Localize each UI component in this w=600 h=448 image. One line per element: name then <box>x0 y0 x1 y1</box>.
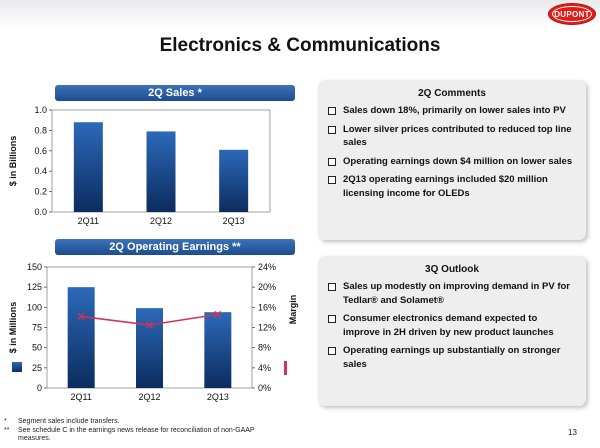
y-tick-label: 125 <box>27 282 42 292</box>
comments-panel: 2Q Comments Sales down 18%, primarily on… <box>318 80 586 240</box>
comment-text: Operating earnings down $4 million on lo… <box>343 155 573 167</box>
bar-2Q11 <box>73 122 103 212</box>
x-tick-label: 2Q13 <box>223 216 245 226</box>
sales-chart: 0.0 0.2 0.4 0.6 0.8 1.0 2Q11 2Q12 2Q13 $ in Billi… <box>8 105 271 226</box>
footnote-mark: * <box>4 418 7 425</box>
footnote-mark: ** <box>4 426 10 434</box>
outlook-item: Sales up modestly on improving demand in… <box>328 280 576 307</box>
margin-marker <box>146 321 153 329</box>
outlook-text: Consumer electronics demand expected to … <box>343 313 554 338</box>
outlook-panel: 3Q Outlook Sales up modestly on improvin… <box>318 256 586 406</box>
comment-item: 2Q13 operating earnings included $20 mil… <box>328 173 576 200</box>
comment-text: Sales down 18%, primarily on lower sales… <box>343 105 566 116</box>
y-tick-label: 0.0 <box>34 207 47 217</box>
y2-tick-label: 8% <box>258 343 271 353</box>
y-tick-label: 0.6 <box>34 146 47 156</box>
y-tick-label: 100 <box>27 302 42 312</box>
earnings-chart: 0 25 50 75 100 125 150 0% 4% 8% 12% 16% 20% 24% 2Q11 2Q… <box>8 262 298 402</box>
bar-2Q11 <box>67 287 95 388</box>
top-band <box>0 0 600 28</box>
x-tick-label: 2Q11 <box>70 392 91 402</box>
x-tick-label: 2Q12 <box>150 216 172 226</box>
outlook-item: Consumer electronics demand expected to … <box>328 312 576 339</box>
footnote: * Segment sales include transfers. <box>4 418 284 427</box>
x-tick-label: 2Q13 <box>207 392 229 402</box>
y-tick-label: 0.4 <box>34 166 47 176</box>
x-tick-label: 2Q12 <box>138 392 160 402</box>
y-tick-label: 0.2 <box>34 187 47 197</box>
y-tick-label: 75 <box>32 323 42 333</box>
y2-tick-label: 20% <box>258 282 276 292</box>
comments-title: 2Q Comments <box>418 88 486 99</box>
outlook-text: Operating earnings up substantially on s… <box>343 345 561 370</box>
checkbox-bullet-icon <box>328 347 336 356</box>
x-tick-label: 2Q11 <box>78 216 99 226</box>
y2-tick-label: 12% <box>258 323 276 333</box>
comment-text: 2Q13 operating earnings included $20 mil… <box>343 174 548 199</box>
bar-2Q12 <box>136 308 163 388</box>
y2-tick-label: 4% <box>258 363 271 373</box>
earnings-chart-header: 2Q Operating Earnings ** <box>55 239 295 255</box>
checkbox-bullet-icon <box>328 157 336 166</box>
margin-marker <box>214 310 222 318</box>
y2-tick-label: 24% <box>258 262 276 272</box>
y-tick-label: 1.0 <box>34 105 47 115</box>
comment-item: Operating earnings down $4 million on lo… <box>328 155 576 169</box>
y-tick-label: 0.8 <box>34 125 47 135</box>
comments-list: Sales down 18%, primarily on lower sales… <box>328 104 576 201</box>
outlook-list: Sales up modestly on improving demand in… <box>328 280 576 372</box>
sales-chart-header: 2Q Sales * <box>55 85 295 101</box>
page-number: 13 <box>568 428 577 437</box>
outlook-item: Operating earnings up substantially on s… <box>328 344 576 371</box>
footnotes: * Segment sales include transfers. ** Se… <box>4 418 284 444</box>
y2-tick-label: 0% <box>258 383 271 393</box>
comment-text: Lower silver prices contributed to reduc… <box>343 123 572 149</box>
bar-2Q13 <box>204 312 232 388</box>
y2-axis-label: Margin <box>288 295 298 325</box>
comment-item: Lower silver prices contributed to reduc… <box>328 123 576 150</box>
margin-marker <box>77 312 85 320</box>
comment-item: Sales down 18%, primarily on lower sales… <box>328 104 576 118</box>
checkbox-bullet-icon <box>328 176 336 185</box>
checkbox-bullet-icon <box>328 107 336 115</box>
legend-margin-swatch <box>284 361 287 375</box>
footnote-text: See schedule C in the earnings news rele… <box>18 426 255 443</box>
y2-tick-label: 16% <box>258 302 276 312</box>
checkbox-bullet-icon <box>328 125 336 134</box>
outlook-title: 3Q Outlook <box>425 264 479 275</box>
y-tick-label: 50 <box>32 343 42 353</box>
footnote-text: Segment sales include transfers. <box>18 418 120 425</box>
y-tick-label: 25 <box>32 363 42 373</box>
y-axis-label: $ in Billions <box>8 136 18 187</box>
page-title: Electronics & Communications <box>159 35 441 56</box>
outlook-text: Sales up modestly on improving demand in… <box>343 281 570 306</box>
bar-2Q12 <box>146 131 176 212</box>
y-tick-label: 0 <box>37 383 42 393</box>
logo-text: DUPONT <box>552 6 592 22</box>
legend-sales-swatch <box>12 362 22 372</box>
checkbox-bullet-icon <box>328 283 336 291</box>
y-axis-label: $ in Millions <box>8 302 18 354</box>
y-tick-label: 150 <box>27 262 42 272</box>
bar-2Q13 <box>219 149 249 212</box>
checkbox-bullet-icon <box>328 315 336 324</box>
footnote: ** See schedule C in the earnings news r… <box>4 427 284 444</box>
dupont-logo: DUPONT <box>548 3 596 25</box>
